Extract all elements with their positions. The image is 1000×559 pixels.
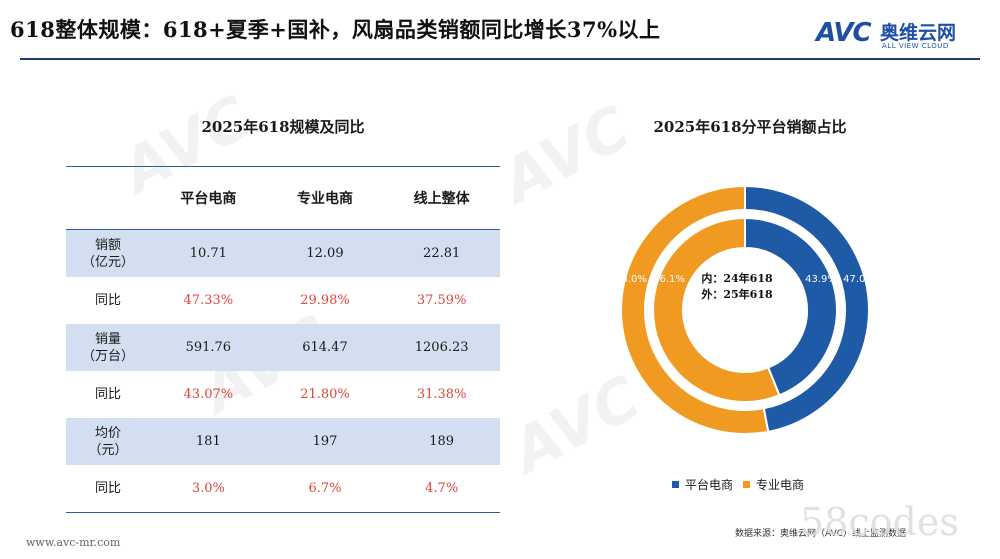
row-label: 均价 （元） [66, 418, 150, 465]
donut-slice-inner-1 [652, 216, 781, 403]
table-cell: 1206.23 [383, 324, 500, 371]
row-label: 销量 （万台） [66, 324, 150, 371]
legend-label: 平台电商 [685, 478, 734, 492]
legend-item-platform: 平台电商 [672, 476, 733, 493]
logo-cn: 奥维云网 [880, 22, 957, 44]
table-header-professional: 专业电商 [266, 166, 384, 230]
row-label: 同比 [66, 465, 150, 513]
table-cell: 3.0% [150, 465, 267, 513]
table-cell: 37.59% [416, 293, 467, 308]
scale-table: 平台电商 专业电商 线上整体 销额 （亿元） 10.71 12.09 22.81 同比 47… [66, 166, 500, 513]
table-header-platform: 平台电商 [150, 166, 267, 230]
row-label: 同比 [94, 293, 121, 308]
donut-slice-inner-0 [744, 216, 838, 397]
table-cell: 10.71 [150, 229, 267, 277]
table-cell: 591.76 [150, 324, 267, 371]
avc-logo: AVC 奥维云网 ALL VIEW CLOUD [816, 14, 976, 54]
legend-swatch [672, 481, 679, 488]
table-header-online: 线上整体 [383, 166, 500, 230]
legend-label: 专业电商 [756, 478, 805, 492]
table-row: 均价 （元） 181 197 189 [66, 418, 500, 465]
table-cell: 43.07% [183, 387, 234, 402]
donut-chart: 43.9% 56.1% 47.0% 53.0% 内：24年618 外：25年618 [615, 184, 875, 435]
title-divider [20, 58, 980, 60]
table-cell: 614.47 [266, 324, 384, 371]
slice-value-label: 53.0% [615, 274, 647, 285]
table-cell: 197 [266, 418, 384, 465]
table-cell: 12.09 [266, 229, 384, 277]
row-label: 同比 [94, 387, 121, 402]
center-label-outer: 外：25年618 [700, 287, 773, 301]
table-cell: 6.7% [266, 465, 384, 513]
logo-text: AVC [816, 18, 872, 48]
table-cell: 31.38% [416, 387, 467, 402]
table-cell: 22.81 [383, 229, 500, 277]
chart-legend: 平台电商 专业电商 [672, 476, 814, 493]
center-label-inner: 内：24年618 [701, 271, 773, 285]
table-row: 销额 （亿元） 10.71 12.09 22.81 [66, 229, 500, 277]
table-cell: 189 [383, 418, 500, 465]
table-row: 同比 3.0% 6.7% 4.7% [66, 465, 500, 513]
table-cell: 4.7% [383, 465, 500, 513]
slice-value-label: 43.9% [805, 274, 837, 285]
table-title: 2025年618规模及同比 [201, 118, 365, 136]
stamp-watermark: 58codes [800, 500, 959, 544]
logo-en: ALL VIEW CLOUD [882, 42, 949, 50]
table-row: 同比 47.33% 29.98% 37.59% [66, 277, 500, 324]
footer-url: www.avc-mr.com [26, 536, 121, 549]
table-cell: 29.98% [300, 293, 350, 308]
donut-slice-outer-1 [620, 184, 770, 435]
row-label: 销额 （亿元） [66, 229, 150, 277]
table-row: 同比 43.07% 21.80% 31.38% [66, 371, 500, 418]
table-row: 销量 （万台） 591.76 614.47 1206.23 [66, 324, 500, 371]
table-cell: 21.80% [300, 387, 350, 402]
table-cell: 181 [150, 418, 267, 465]
data-source: 数据来源：奥维云网（AVC）线上监测数据 [735, 529, 907, 539]
page-title: 618整体规模：618+夏季+国补，风扇品类销额同比增长37%以上 [10, 17, 661, 42]
table-cell: 47.33% [183, 293, 234, 308]
table-header-blank [66, 166, 150, 230]
chart-title: 2025年618分平台销额占比 [653, 118, 847, 136]
slice-value-label: 56.1% [653, 274, 685, 285]
legend-swatch [743, 481, 751, 488]
legend-item-professional: 专业电商 [743, 476, 804, 493]
slice-value-label: 47.0% [843, 274, 875, 285]
